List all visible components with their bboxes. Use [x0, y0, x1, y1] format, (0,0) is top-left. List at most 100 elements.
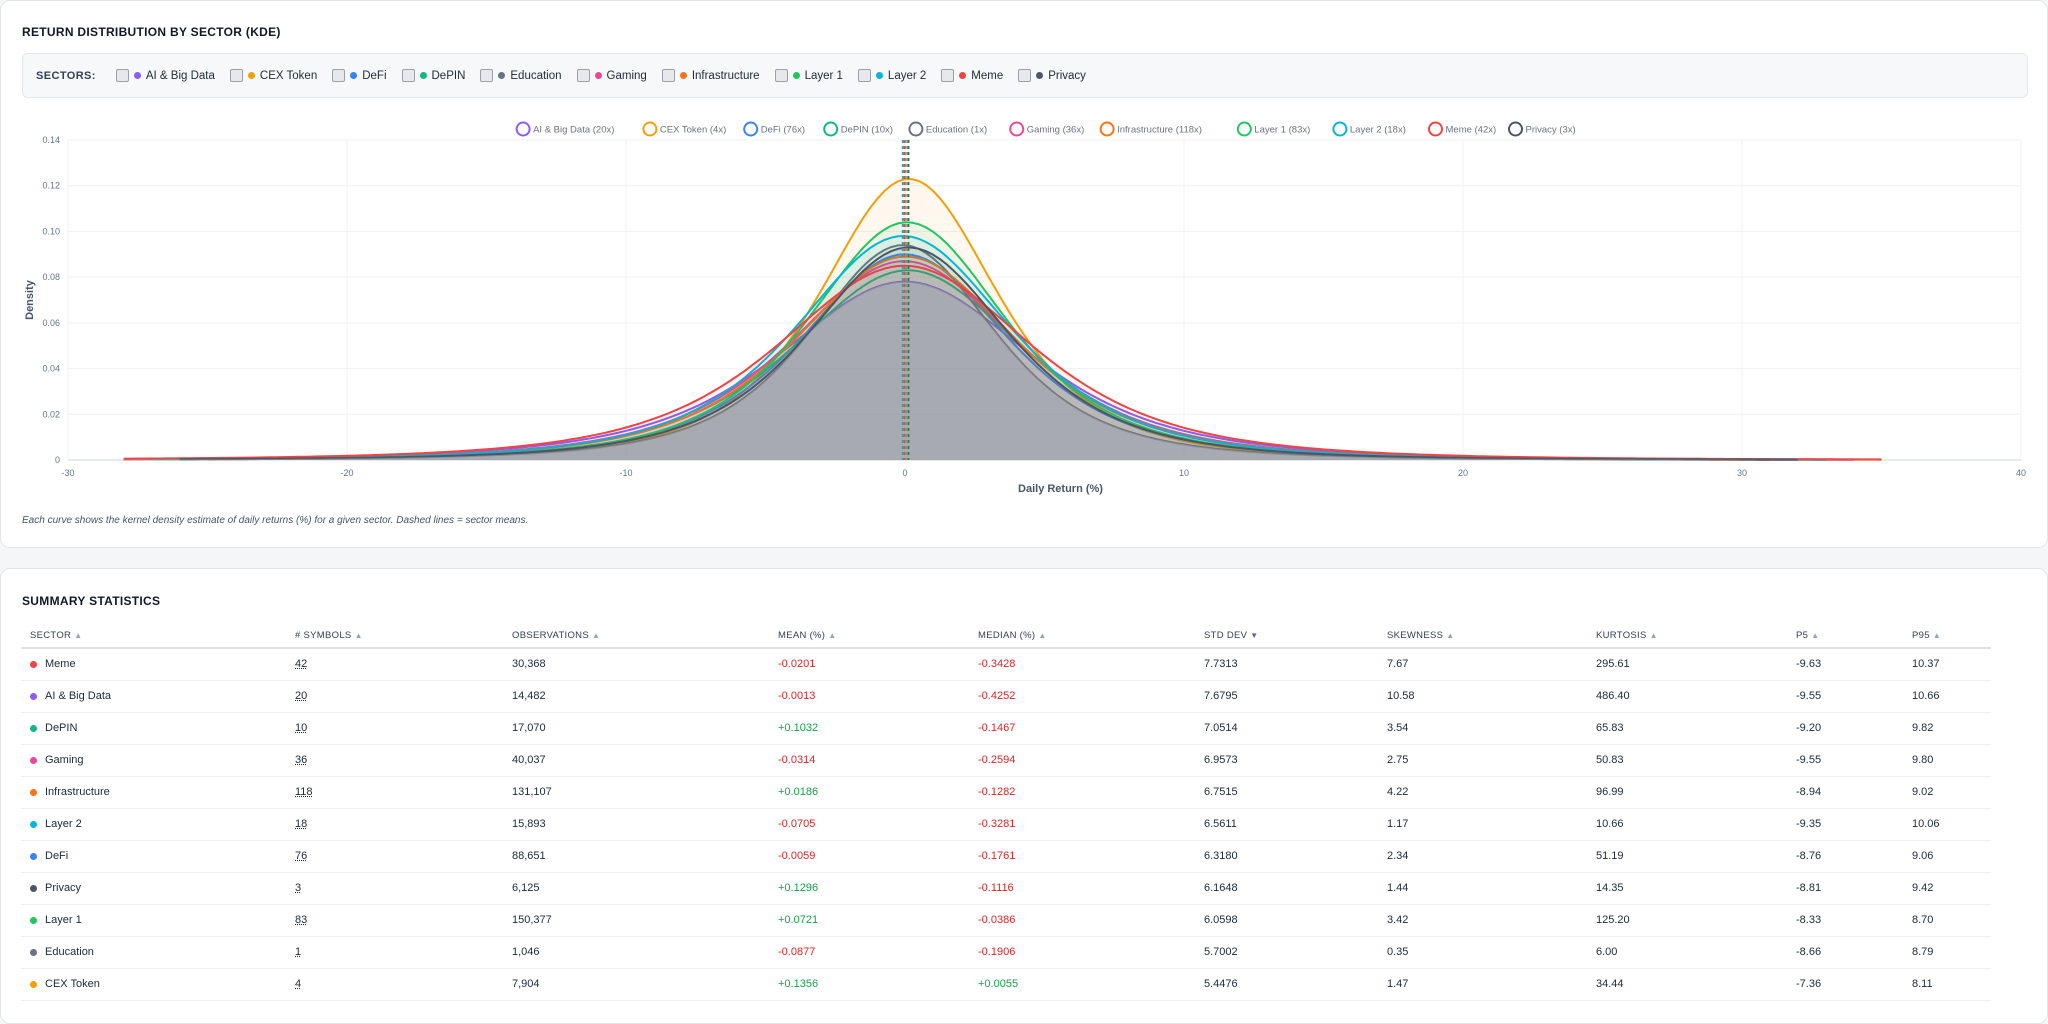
- legend-item-infrastructure[interactable]: Infrastructure (118x): [1099, 121, 1202, 137]
- col-header-p95[interactable]: P95 ▲: [1903, 624, 1991, 649]
- cell-value-symbols[interactable]: 42: [295, 658, 308, 671]
- cell-value-kurt: 125.20: [1596, 914, 1630, 926]
- chart-legend: AI & Big Data (20x) CEX Token (4x) DeFi (7…: [515, 121, 1576, 137]
- kde-curve-privacy[interactable]: [179, 246, 1798, 461]
- legend-item-ai-and-big-data[interactable]: AI & Big Data (20x): [515, 121, 615, 137]
- cell-value-symbols[interactable]: 20: [295, 690, 308, 702]
- table-row[interactable]: AI & Big Data 20 14,482 -0.0013 -0.4252 7.679…: [21, 680, 1991, 713]
- sector-cell: Meme: [30, 658, 286, 670]
- sector-cell: DePIN: [30, 722, 286, 734]
- cell-value-obs: 150,377: [512, 914, 552, 926]
- cell-value-symbols[interactable]: 76: [295, 850, 308, 862]
- table-row[interactable]: DeFi 76 88,651 -0.0059 -0.1761 6.3180 2.34 51.1…: [21, 840, 1991, 873]
- cell-value-symbols[interactable]: 118: [295, 786, 313, 798]
- sector-filter-layer-1[interactable]: Layer 1: [774, 69, 843, 82]
- sector-checkbox[interactable]: [332, 69, 346, 82]
- col-header-median[interactable]: MEDIAN (%) ▲: [969, 624, 1195, 649]
- cell-std: 5.7002: [1195, 936, 1378, 969]
- cell-value-mean: +0.0721: [778, 914, 819, 926]
- cell-median: -0.4252: [969, 680, 1195, 713]
- legend-item-gaming[interactable]: Gaming (36x): [1009, 121, 1084, 137]
- sector-filter-infrastructure[interactable]: Infrastructure: [661, 69, 760, 82]
- sector-filter-gaming[interactable]: Gaming: [576, 69, 647, 82]
- cell-value-symbols[interactable]: 4: [295, 978, 302, 990]
- y-tick-label: 0.12: [42, 181, 60, 191]
- cell-obs: 14,482: [503, 680, 769, 713]
- sector-color-dot: [30, 692, 37, 700]
- legend-item-education[interactable]: Education (1x): [908, 121, 987, 137]
- legend-item-depin[interactable]: DePIN (10x): [823, 121, 893, 137]
- table-row[interactable]: Layer 2 18 15,893 -0.0705 -0.3281 6.5611 1.17 1…: [21, 808, 1991, 841]
- legend-item-privacy[interactable]: Privacy (3x): [1508, 121, 1576, 137]
- sort-desc-icon: ▼: [1250, 631, 1259, 640]
- table-row[interactable]: DePIN 10 17,070 +0.1032 -0.1467 7.0514 3.54 65.…: [21, 712, 1991, 745]
- sort-asc-icon: ▲: [1038, 631, 1047, 640]
- sector-checkbox[interactable]: [480, 69, 494, 82]
- legend-item-layer-1[interactable]: Layer 1 (83x): [1236, 121, 1310, 137]
- sector-checkbox[interactable]: [1018, 69, 1032, 82]
- kde-curve-meme[interactable]: [123, 264, 1882, 461]
- col-header-std-dev[interactable]: STD DEV ▼: [1195, 624, 1378, 649]
- sector-checkbox[interactable]: [857, 69, 871, 82]
- col-header-symbols[interactable]: # SYMBOLS ▲: [286, 624, 503, 649]
- cell-value-median: -0.1467: [978, 722, 1016, 734]
- sector-checkbox[interactable]: [941, 69, 955, 82]
- col-header-label: KURTOSIS: [1596, 630, 1647, 641]
- sector-filter-ai-and-big-data[interactable]: AI & Big Data: [115, 69, 215, 82]
- cell-value-symbols[interactable]: 10: [295, 722, 308, 734]
- sector-filter-education[interactable]: Education: [480, 69, 562, 82]
- sector-checkbox[interactable]: [115, 69, 129, 82]
- legend-item-cex-token[interactable]: CEX Token (4x): [642, 121, 726, 137]
- cell-value-symbols[interactable]: 36: [295, 754, 308, 766]
- sector-filter-layer-2[interactable]: Layer 2: [857, 69, 926, 82]
- cell-skew: 1.47: [1378, 968, 1587, 1001]
- col-header-sector[interactable]: SECTOR ▲: [21, 624, 286, 649]
- cell-skew: 2.34: [1378, 840, 1587, 873]
- legend-label: Meme (42x): [1446, 125, 1497, 136]
- col-header-kurtosis[interactable]: KURTOSIS ▲: [1587, 624, 1787, 649]
- sector-checkbox[interactable]: [774, 69, 788, 82]
- table-row[interactable]: Layer 1 83 150,377 +0.0721 -0.0386 6.0598 3.42…: [21, 904, 1991, 937]
- table-row[interactable]: Privacy 3 6,125 +0.1296 -0.1116 6.1648 1.44 14.…: [21, 872, 1991, 905]
- cell-value-median: -0.1116: [978, 882, 1014, 894]
- cell-value-obs: 6,125: [512, 882, 540, 894]
- table-row[interactable]: Education 1 1,046 -0.0877 -0.1906 5.7002 0.35 6…: [21, 936, 1991, 969]
- sector-filter-meme[interactable]: Meme: [941, 69, 1003, 82]
- col-header-skewness[interactable]: SKEWNESS ▲: [1378, 624, 1587, 649]
- sort-asc-icon: ▲: [1932, 631, 1942, 640]
- sector-color-dot: [30, 852, 37, 860]
- legend-swatch: [1099, 121, 1115, 137]
- cell-value-obs: 17,070: [512, 722, 546, 734]
- cell-value-std: 6.7515: [1204, 786, 1238, 798]
- col-header-p5[interactable]: P5 ▲: [1787, 624, 1903, 649]
- table-row[interactable]: CEX Token 4 7,904 +0.1356 +0.0055 5.4476 1.47 3…: [21, 968, 1991, 1001]
- cell-obs: 15,893: [503, 808, 769, 841]
- table-row[interactable]: Infrastructure 118 131,107 +0.0186 -0.1282 6.…: [21, 776, 1991, 809]
- table-row[interactable]: Gaming 36 40,037 -0.0314 -0.2594 6.9573 2.75 50…: [21, 744, 1991, 777]
- legend-item-defi[interactable]: DeFi (76x): [743, 121, 805, 137]
- sector-filter-depin[interactable]: DePIN: [401, 69, 465, 82]
- sector-checkbox[interactable]: [661, 69, 675, 82]
- sector-checkbox[interactable]: [229, 69, 243, 82]
- sector-filter-defi[interactable]: DeFi: [332, 69, 387, 82]
- cell-mean: +0.0186: [769, 776, 969, 809]
- cell-value-symbols[interactable]: 1: [295, 946, 302, 958]
- cell-value-symbols[interactable]: 83: [295, 914, 308, 926]
- table-row[interactable]: Meme 42 30,368 -0.0201 -0.3428 7.7313 7.67 295.…: [21, 648, 1991, 681]
- col-header-mean[interactable]: MEAN (%) ▲: [769, 624, 969, 649]
- legend-swatch: [1332, 121, 1348, 137]
- cell-skew: 2.75: [1378, 744, 1587, 777]
- cell-p95: 9.80: [1903, 744, 1991, 777]
- sector-filter-privacy[interactable]: Privacy: [1018, 69, 1086, 82]
- sector-checkbox[interactable]: [576, 69, 590, 82]
- cell-value-p5: -9.20: [1796, 722, 1822, 734]
- cell-value-symbols[interactable]: 3: [295, 882, 302, 894]
- cell-obs: 131,107: [503, 776, 769, 809]
- legend-item-layer-2[interactable]: Layer 2 (18x): [1332, 121, 1406, 137]
- cell-value-symbols[interactable]: 18: [295, 818, 308, 830]
- legend-item-meme[interactable]: Meme (42x): [1428, 121, 1497, 137]
- cell-sector: Privacy: [21, 872, 286, 905]
- sector-filter-cex-token[interactable]: CEX Token: [229, 69, 317, 82]
- sector-checkbox[interactable]: [401, 69, 415, 82]
- col-header-observations[interactable]: OBSERVATIONS ▲: [503, 624, 769, 649]
